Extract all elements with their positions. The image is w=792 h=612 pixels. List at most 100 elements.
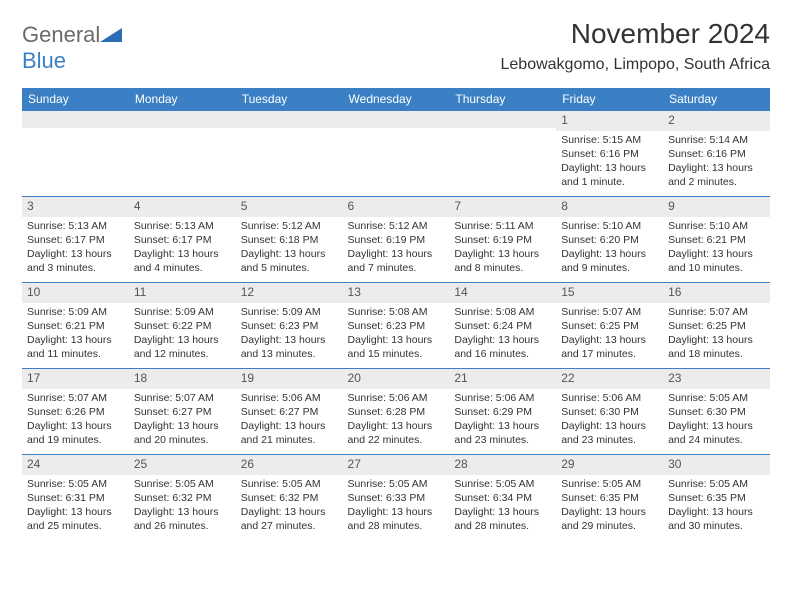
day-number: 5 xyxy=(236,197,343,217)
sunrise-text: Sunrise: 5:09 AM xyxy=(27,305,124,319)
day-details: Sunrise: 5:06 AMSunset: 6:30 PMDaylight:… xyxy=(556,389,663,452)
day-number: 30 xyxy=(663,455,770,475)
sunrise-text: Sunrise: 5:06 AM xyxy=(561,391,658,405)
day-number: 17 xyxy=(22,369,129,389)
weekday-header: Thursday xyxy=(449,88,556,111)
sunrise-text: Sunrise: 5:11 AM xyxy=(454,219,551,233)
day-number: 15 xyxy=(556,283,663,303)
sunset-text: Sunset: 6:21 PM xyxy=(668,233,765,247)
sunrise-text: Sunrise: 5:05 AM xyxy=(241,477,338,491)
day-details: Sunrise: 5:05 AMSunset: 6:30 PMDaylight:… xyxy=(663,389,770,452)
logo-triangle-icon xyxy=(100,28,122,42)
calendar-table: SundayMondayTuesdayWednesdayThursdayFrid… xyxy=(22,88,770,541)
daylight-text: Daylight: 13 hours and 27 minutes. xyxy=(241,505,338,533)
day-number: 3 xyxy=(22,197,129,217)
calendar-cell: 8Sunrise: 5:10 AMSunset: 6:20 PMDaylight… xyxy=(556,197,663,283)
day-details: Sunrise: 5:06 AMSunset: 6:29 PMDaylight:… xyxy=(449,389,556,452)
sunset-text: Sunset: 6:20 PM xyxy=(561,233,658,247)
day-details: Sunrise: 5:12 AMSunset: 6:19 PMDaylight:… xyxy=(343,217,450,280)
daylight-text: Daylight: 13 hours and 5 minutes. xyxy=(241,247,338,275)
calendar-cell: 13Sunrise: 5:08 AMSunset: 6:23 PMDayligh… xyxy=(343,283,450,369)
day-details: Sunrise: 5:06 AMSunset: 6:27 PMDaylight:… xyxy=(236,389,343,452)
calendar-cell: 25Sunrise: 5:05 AMSunset: 6:32 PMDayligh… xyxy=(129,455,236,541)
sunrise-text: Sunrise: 5:07 AM xyxy=(561,305,658,319)
day-number xyxy=(129,111,236,128)
day-details: Sunrise: 5:07 AMSunset: 6:27 PMDaylight:… xyxy=(129,389,236,452)
sunset-text: Sunset: 6:23 PM xyxy=(241,319,338,333)
daylight-text: Daylight: 13 hours and 17 minutes. xyxy=(561,333,658,361)
daylight-text: Daylight: 13 hours and 10 minutes. xyxy=(668,247,765,275)
day-details: Sunrise: 5:05 AMSunset: 6:35 PMDaylight:… xyxy=(663,475,770,538)
day-details: Sunrise: 5:05 AMSunset: 6:34 PMDaylight:… xyxy=(449,475,556,538)
weekday-header: Friday xyxy=(556,88,663,111)
day-number: 8 xyxy=(556,197,663,217)
sunrise-text: Sunrise: 5:07 AM xyxy=(668,305,765,319)
location: Lebowakgomo, Limpopo, South Africa xyxy=(501,56,771,74)
calendar-cell: 14Sunrise: 5:08 AMSunset: 6:24 PMDayligh… xyxy=(449,283,556,369)
calendar-cell: 29Sunrise: 5:05 AMSunset: 6:35 PMDayligh… xyxy=(556,455,663,541)
sunrise-text: Sunrise: 5:09 AM xyxy=(241,305,338,319)
daylight-text: Daylight: 13 hours and 12 minutes. xyxy=(134,333,231,361)
daylight-text: Daylight: 13 hours and 28 minutes. xyxy=(454,505,551,533)
calendar-cell: 6Sunrise: 5:12 AMSunset: 6:19 PMDaylight… xyxy=(343,197,450,283)
day-details: Sunrise: 5:07 AMSunset: 6:26 PMDaylight:… xyxy=(22,389,129,452)
sunset-text: Sunset: 6:26 PM xyxy=(27,405,124,419)
sunset-text: Sunset: 6:30 PM xyxy=(561,405,658,419)
sunset-text: Sunset: 6:27 PM xyxy=(241,405,338,419)
day-details: Sunrise: 5:05 AMSunset: 6:35 PMDaylight:… xyxy=(556,475,663,538)
day-details: Sunrise: 5:12 AMSunset: 6:18 PMDaylight:… xyxy=(236,217,343,280)
sunrise-text: Sunrise: 5:14 AM xyxy=(668,133,765,147)
sunset-text: Sunset: 6:17 PM xyxy=(134,233,231,247)
day-number: 12 xyxy=(236,283,343,303)
calendar-week: 17Sunrise: 5:07 AMSunset: 6:26 PMDayligh… xyxy=(22,369,770,455)
day-number: 19 xyxy=(236,369,343,389)
day-details: Sunrise: 5:10 AMSunset: 6:21 PMDaylight:… xyxy=(663,217,770,280)
calendar-cell xyxy=(343,111,450,197)
sunset-text: Sunset: 6:16 PM xyxy=(668,147,765,161)
day-number: 14 xyxy=(449,283,556,303)
sunset-text: Sunset: 6:30 PM xyxy=(668,405,765,419)
sunrise-text: Sunrise: 5:13 AM xyxy=(134,219,231,233)
sunrise-text: Sunrise: 5:08 AM xyxy=(454,305,551,319)
day-details: Sunrise: 5:05 AMSunset: 6:33 PMDaylight:… xyxy=(343,475,450,538)
sunrise-text: Sunrise: 5:10 AM xyxy=(668,219,765,233)
daylight-text: Daylight: 13 hours and 22 minutes. xyxy=(348,419,445,447)
daylight-text: Daylight: 13 hours and 28 minutes. xyxy=(348,505,445,533)
day-number: 4 xyxy=(129,197,236,217)
day-number: 26 xyxy=(236,455,343,475)
calendar-cell: 23Sunrise: 5:05 AMSunset: 6:30 PMDayligh… xyxy=(663,369,770,455)
calendar-cell: 15Sunrise: 5:07 AMSunset: 6:25 PMDayligh… xyxy=(556,283,663,369)
calendar-cell xyxy=(449,111,556,197)
daylight-text: Daylight: 13 hours and 9 minutes. xyxy=(561,247,658,275)
daylight-text: Daylight: 13 hours and 26 minutes. xyxy=(134,505,231,533)
calendar-cell: 27Sunrise: 5:05 AMSunset: 6:33 PMDayligh… xyxy=(343,455,450,541)
logo-text-general: General xyxy=(22,22,100,47)
weekday-header: Monday xyxy=(129,88,236,111)
sunrise-text: Sunrise: 5:06 AM xyxy=(454,391,551,405)
daylight-text: Daylight: 13 hours and 1 minute. xyxy=(561,161,658,189)
daylight-text: Daylight: 13 hours and 3 minutes. xyxy=(27,247,124,275)
calendar-cell: 5Sunrise: 5:12 AMSunset: 6:18 PMDaylight… xyxy=(236,197,343,283)
day-number: 20 xyxy=(343,369,450,389)
calendar-cell: 7Sunrise: 5:11 AMSunset: 6:19 PMDaylight… xyxy=(449,197,556,283)
sunset-text: Sunset: 6:29 PM xyxy=(454,405,551,419)
sunrise-text: Sunrise: 5:15 AM xyxy=(561,133,658,147)
daylight-text: Daylight: 13 hours and 20 minutes. xyxy=(134,419,231,447)
sunrise-text: Sunrise: 5:05 AM xyxy=(134,477,231,491)
sunset-text: Sunset: 6:32 PM xyxy=(134,491,231,505)
calendar-cell: 3Sunrise: 5:13 AMSunset: 6:17 PMDaylight… xyxy=(22,197,129,283)
calendar-header-row: SundayMondayTuesdayWednesdayThursdayFrid… xyxy=(22,88,770,111)
day-details: Sunrise: 5:13 AMSunset: 6:17 PMDaylight:… xyxy=(22,217,129,280)
day-number: 16 xyxy=(663,283,770,303)
day-number xyxy=(449,111,556,128)
sunrise-text: Sunrise: 5:06 AM xyxy=(241,391,338,405)
sunset-text: Sunset: 6:16 PM xyxy=(561,147,658,161)
calendar-cell: 4Sunrise: 5:13 AMSunset: 6:17 PMDaylight… xyxy=(129,197,236,283)
day-details: Sunrise: 5:05 AMSunset: 6:32 PMDaylight:… xyxy=(236,475,343,538)
sunrise-text: Sunrise: 5:07 AM xyxy=(134,391,231,405)
calendar-cell xyxy=(129,111,236,197)
calendar-cell: 17Sunrise: 5:07 AMSunset: 6:26 PMDayligh… xyxy=(22,369,129,455)
sunrise-text: Sunrise: 5:05 AM xyxy=(561,477,658,491)
daylight-text: Daylight: 13 hours and 16 minutes. xyxy=(454,333,551,361)
weekday-header: Tuesday xyxy=(236,88,343,111)
